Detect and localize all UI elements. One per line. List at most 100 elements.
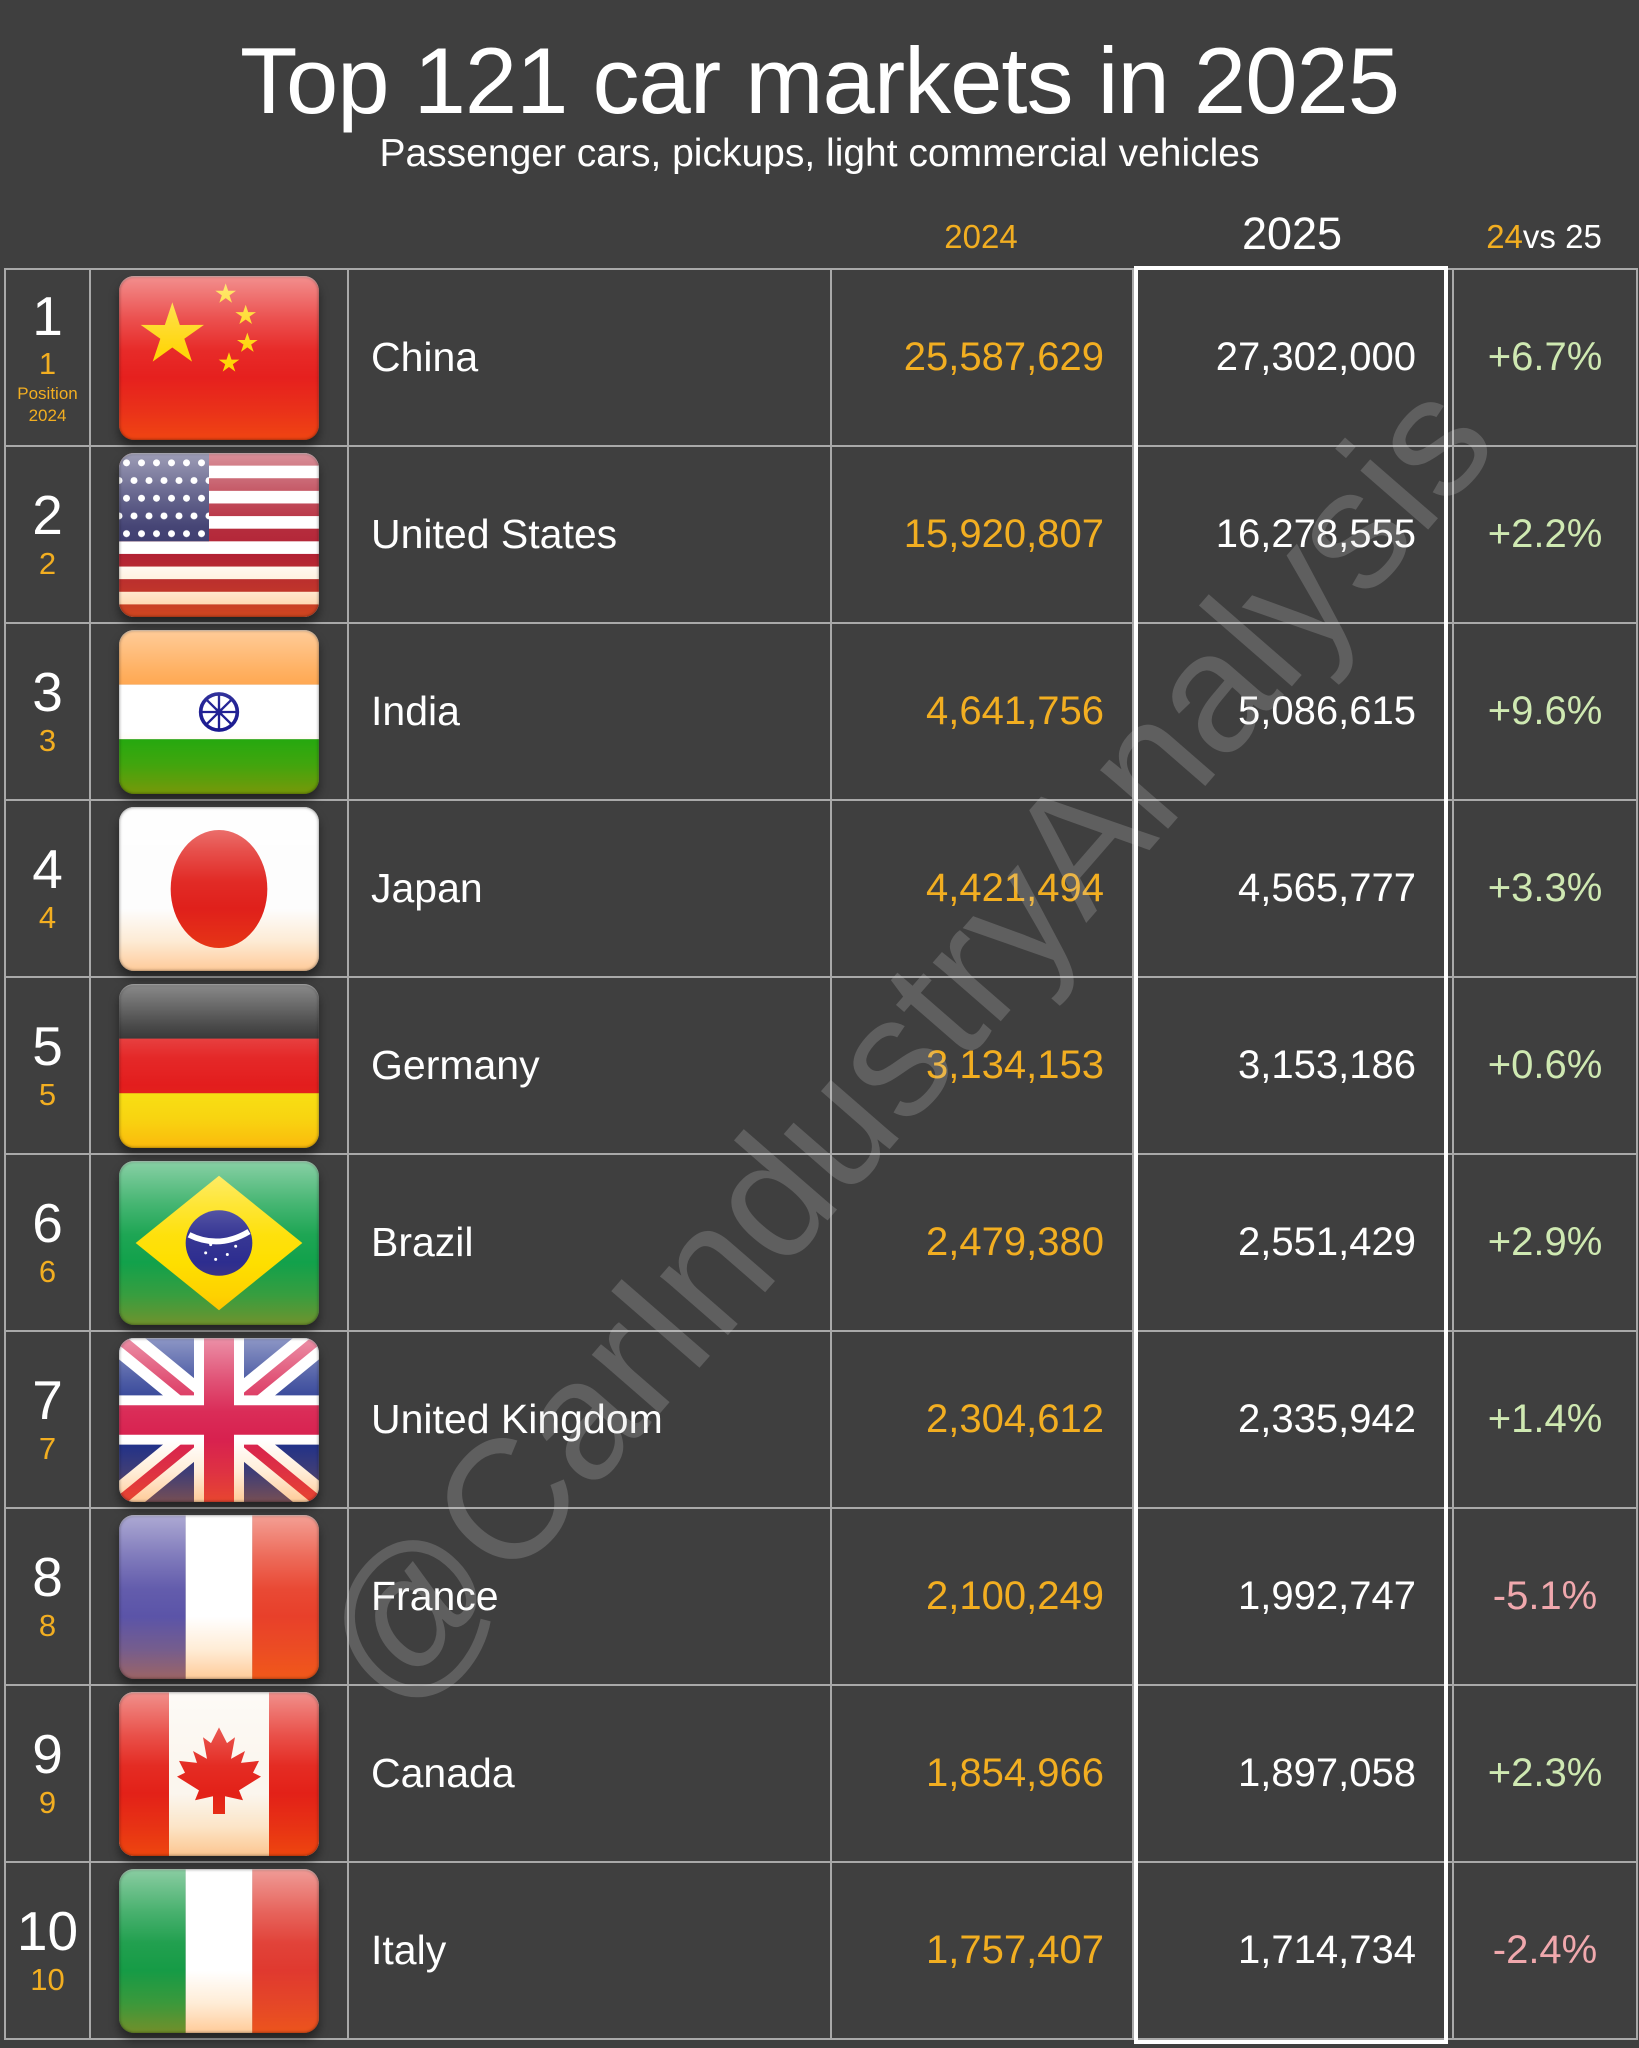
value-2024: 4,421,494	[832, 801, 1134, 978]
flag-canada-icon	[119, 1691, 319, 1856]
rank-2024-value: 2	[38, 546, 57, 582]
change-value: +6.7%	[1454, 270, 1638, 447]
rank-value: 5	[32, 1015, 63, 1078]
change-value: -2.4%	[1454, 1863, 1638, 2040]
value-2025: 3,153,186	[1134, 978, 1454, 1155]
rank-2024-value: 8	[38, 1608, 57, 1644]
flag-cell	[91, 1332, 349, 1509]
rank-value: 3	[32, 661, 63, 724]
value-2024: 2,100,249	[832, 1509, 1134, 1686]
rank-cell: 1 1 Position 2024	[6, 270, 91, 447]
flag-germany-icon	[119, 983, 319, 1148]
value-2025: 4,565,777	[1134, 801, 1454, 978]
table-row: 4 4 Japan 4,421,494 4,565,777 +3.3%	[6, 801, 1638, 978]
rank-cell: 2 2	[6, 447, 91, 624]
change-value: +2.3%	[1454, 1686, 1638, 1863]
rank-2024-value: 6	[38, 1254, 57, 1290]
flag-united-states-icon	[119, 452, 319, 617]
table-row: 7 7 United Kingdom 2,304,612 2,335,942 +…	[6, 1332, 1638, 1509]
country-name: United Kingdom	[349, 1332, 832, 1509]
col-header-2024: 2024	[944, 218, 1018, 255]
col-header-change: 24 vs 25	[1452, 218, 1636, 266]
rank-value: 2	[32, 484, 63, 547]
country-name: United States	[349, 447, 832, 624]
change-value: -5.1%	[1454, 1509, 1638, 1686]
flag-china-icon	[119, 275, 319, 440]
value-2024: 25,587,629	[832, 270, 1134, 447]
table-row: 9 9 Canada 1,854,966 1,897,058 +2.3%	[6, 1686, 1638, 1863]
rank-2024-value: 9	[38, 1785, 57, 1821]
rank-value: 7	[32, 1369, 63, 1432]
change-value: +0.6%	[1454, 978, 1638, 1155]
value-2024: 2,304,612	[832, 1332, 1134, 1509]
rank-cell: 8 8	[6, 1509, 91, 1686]
rank-cell: 5 5	[6, 978, 91, 1155]
country-name: Canada	[349, 1686, 832, 1863]
flag-cell	[91, 624, 349, 801]
value-2024: 1,854,966	[832, 1686, 1134, 1863]
rank-value: 9	[32, 1723, 63, 1786]
rank-2024-value: 1	[38, 346, 57, 382]
rank-cell: 4 4	[6, 801, 91, 978]
value-2025: 16,278,555	[1134, 447, 1454, 624]
flag-cell	[91, 1155, 349, 1332]
value-2025: 27,302,000	[1134, 270, 1454, 447]
flag-cell	[91, 1686, 349, 1863]
flag-cell	[91, 270, 349, 447]
flag-cell	[91, 447, 349, 624]
flag-italy-icon	[119, 1868, 319, 2033]
rank-value: 8	[32, 1546, 63, 1609]
rank-cell: 7 7	[6, 1332, 91, 1509]
column-headers: 2024 2025 24 vs 25	[4, 158, 1636, 266]
flag-france-icon	[119, 1514, 319, 1679]
value-2024: 15,920,807	[832, 447, 1134, 624]
value-2025: 2,551,429	[1134, 1155, 1454, 1332]
value-2024: 1,757,407	[832, 1863, 1134, 2040]
change-value: +2.2%	[1454, 447, 1638, 624]
value-2025: 5,086,615	[1134, 624, 1454, 801]
position-caption: Position 2024	[17, 384, 78, 426]
value-2025: 2,335,942	[1134, 1332, 1454, 1509]
flag-cell	[91, 1863, 349, 2040]
country-name: Japan	[349, 801, 832, 978]
change-value: +1.4%	[1454, 1332, 1638, 1509]
rank-2024-value: 3	[38, 723, 57, 759]
table-row: 10 10 Italy 1,757,407 1,714,734 -2.4%	[6, 1863, 1638, 2040]
table-row: 8 8 France 2,100,249 1,992,747 -5.1%	[6, 1509, 1638, 1686]
country-name: China	[349, 270, 832, 447]
flag-india-icon	[119, 629, 319, 794]
rank-2024-value: 5	[38, 1077, 57, 1113]
change-value: +3.3%	[1454, 801, 1638, 978]
rank-value: 1	[32, 284, 63, 347]
flag-cell	[91, 1509, 349, 1686]
table-row: 3 3 India 4,641,756 5,086,615	[6, 624, 1638, 801]
table-row: 1 1 Position 2024	[6, 270, 1638, 447]
value-2025: 1,714,734	[1134, 1863, 1454, 2040]
country-name: France	[349, 1509, 832, 1686]
rank-cell: 3 3	[6, 624, 91, 801]
country-name: Germany	[349, 978, 832, 1155]
value-2024: 2,479,380	[832, 1155, 1134, 1332]
rank-2024-value: 7	[38, 1431, 57, 1467]
page-title: Top 121 car markets in 2025	[239, 28, 1400, 133]
rank-2024-value: 4	[38, 900, 57, 936]
rankings-table: 1 1 Position 2024	[4, 268, 1638, 2040]
flag-cell	[91, 801, 349, 978]
rank-cell: 10 10	[6, 1863, 91, 2040]
table-row: 2 2	[6, 447, 1638, 624]
value-2025: 1,897,058	[1134, 1686, 1454, 1863]
country-name: Brazil	[349, 1155, 832, 1332]
country-name: India	[349, 624, 832, 801]
rank-2024-value: 10	[30, 1962, 65, 1998]
col-header-change-rest: vs 25	[1522, 218, 1602, 255]
table-row: 5 5 Germany 3,134,153 3,153,186 +0.6%	[6, 978, 1638, 1155]
flag-cell	[91, 978, 349, 1155]
change-value: +9.6%	[1454, 624, 1638, 801]
flag-japan-icon	[119, 806, 319, 971]
flag-united-kingdom-icon	[119, 1337, 319, 1502]
rank-value: 4	[32, 838, 63, 901]
col-header-change-2024: 24	[1486, 218, 1523, 255]
value-2025: 1,992,747	[1134, 1509, 1454, 1686]
table-row: 6 6	[6, 1155, 1638, 1332]
